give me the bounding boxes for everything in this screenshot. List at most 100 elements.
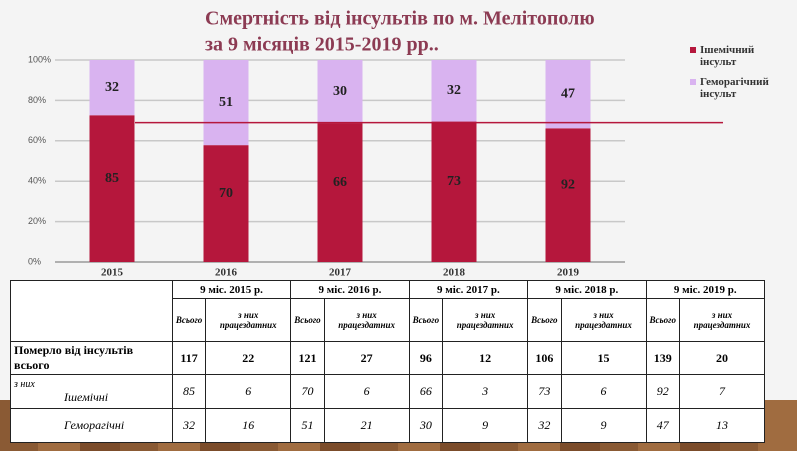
table-cell: 9 — [560, 408, 647, 443]
bar-segment — [89, 60, 135, 116]
subheader-cell: Всього — [408, 298, 444, 342]
header-cell: 9 міс. 2019 р. — [645, 280, 766, 299]
header-row: 9 міс. 2015 р. 9 міс. 2016 р. 9 міс. 2017 … — [10, 280, 766, 342]
bar-segment — [203, 145, 249, 262]
subheader-cell: з них працездатних — [442, 298, 529, 342]
table-cell: 32 — [527, 408, 562, 443]
corner-cell — [10, 280, 173, 342]
value-label: 66 — [333, 175, 347, 190]
x-tick-label: 2019 — [557, 267, 580, 279]
table-cell: 6 — [560, 374, 647, 409]
subheader-cell: Всього — [645, 298, 680, 342]
table-row: Померло від інсультів всього 117 22 121 27 96… — [10, 341, 766, 375]
table-cell: 32 — [171, 408, 207, 443]
chart-subtitle: за 9 місяців 2015-2019 рр.. — [205, 34, 439, 56]
value-label: 70 — [219, 186, 233, 201]
y-tick-label: 0% — [28, 256, 41, 266]
y-tick-label: 20% — [28, 216, 46, 226]
bar-segment — [203, 60, 249, 146]
legend-label: Геморагічний інсульт — [700, 76, 769, 100]
table-cell: 13 — [678, 408, 766, 443]
subheader-cell: Всього — [171, 298, 207, 342]
chart-title: Смертність від інсультів по м. Мелітопол… — [205, 8, 595, 30]
subheader-cell: з них працездатних — [678, 298, 766, 342]
table-cell: 70 — [290, 374, 325, 409]
table-cell: 73 — [527, 374, 562, 409]
table-cell: 9 — [442, 408, 529, 443]
table-cell: 51 — [290, 408, 325, 443]
table-cell: 47 — [645, 408, 680, 443]
subheader-cell: з них працездатних — [205, 298, 292, 342]
value-label: 73 — [447, 174, 461, 189]
table-cell: 6 — [323, 374, 410, 409]
y-tick-label: 100% — [28, 54, 51, 64]
y-tick-label: 80% — [28, 95, 46, 105]
x-tick-label: 2016 — [215, 267, 238, 279]
legend: Ішемічний інсульт Геморагічний інсульт — [690, 44, 780, 108]
table-cell: 96 — [408, 341, 444, 375]
table-cell: 3 — [442, 374, 529, 409]
table-cell: 139 — [645, 341, 680, 375]
table-row: з них Ішемічні 85 6 70 6 66 3 73 6 92 7 — [10, 374, 766, 409]
value-label: 85 — [105, 171, 119, 186]
value-label: 32 — [447, 83, 461, 98]
legend-item: Геморагічний інсульт — [690, 76, 780, 100]
table-cell: 85 — [171, 374, 207, 409]
legend-swatch — [690, 47, 696, 53]
table-cell: 121 — [290, 341, 325, 375]
table-cell: 20 — [678, 341, 766, 375]
table-cell: 12 — [442, 341, 529, 375]
table-cell: 16 — [205, 408, 292, 443]
table-cell: 66 — [408, 374, 444, 409]
header-cell: 9 міс. 2015 р. — [171, 280, 292, 299]
x-tick-label: 2015 — [101, 267, 124, 279]
value-label: 32 — [105, 80, 119, 95]
row-prefix: з них — [14, 378, 35, 390]
subheader-row: Всього з них працездатних Всього з них прац… — [11, 298, 766, 342]
table-cell: 21 — [323, 408, 410, 443]
legend-label: Ішемічний інсульт — [700, 44, 755, 68]
bar-segment — [431, 60, 477, 122]
table-cell: 6 — [205, 374, 292, 409]
header-cell: 9 міс. 2016 р. — [290, 280, 410, 299]
y-tick-label: 60% — [28, 135, 46, 145]
bar-segment — [431, 121, 477, 262]
row-label: з них Ішемічні — [10, 374, 173, 409]
row-label: Геморагічні — [10, 408, 173, 443]
x-tick-label: 2018 — [443, 267, 466, 279]
bar-segment — [89, 115, 135, 262]
subheader-cell: Всього — [527, 298, 562, 342]
header-cell: 9 міс. 2017 р. — [408, 280, 529, 299]
value-label: 47 — [561, 86, 575, 101]
subheader-cell: Всього — [290, 298, 325, 342]
bar-segment — [317, 123, 363, 262]
value-label: 51 — [219, 95, 233, 110]
table-cell: 22 — [205, 341, 292, 375]
bar-segment — [545, 128, 591, 262]
value-label: 30 — [333, 84, 347, 99]
legend-swatch — [690, 79, 696, 85]
table-cell: 30 — [408, 408, 444, 443]
row-label-text: Ішемічні — [64, 389, 109, 404]
bar-segment — [317, 60, 363, 124]
legend-item: Ішемічний інсульт — [690, 44, 780, 68]
table-row: Геморагічні 32 16 51 21 30 9 32 9 47 13 — [10, 408, 766, 443]
data-table: 9 міс. 2015 р. 9 міс. 2016 р. 9 міс. 2017 … — [10, 280, 766, 443]
value-label: 92 — [561, 177, 575, 192]
subheader-cell: з них працездатних — [560, 298, 647, 342]
header-cell: 9 міс. 2018 р. — [527, 280, 647, 299]
bar-segment — [545, 60, 591, 129]
table-cell: 117 — [171, 341, 207, 375]
table-cell: 15 — [560, 341, 647, 375]
table-cell: 106 — [527, 341, 562, 375]
x-tick-label: 2017 — [329, 267, 352, 279]
row-label: Померло від інсультів всього — [10, 341, 173, 375]
table-cell: 27 — [323, 341, 410, 375]
row-label-text: Геморагічні — [64, 418, 125, 432]
table-cell: 92 — [645, 374, 680, 409]
table-cell: 7 — [678, 374, 766, 409]
y-tick-label: 40% — [28, 176, 46, 186]
